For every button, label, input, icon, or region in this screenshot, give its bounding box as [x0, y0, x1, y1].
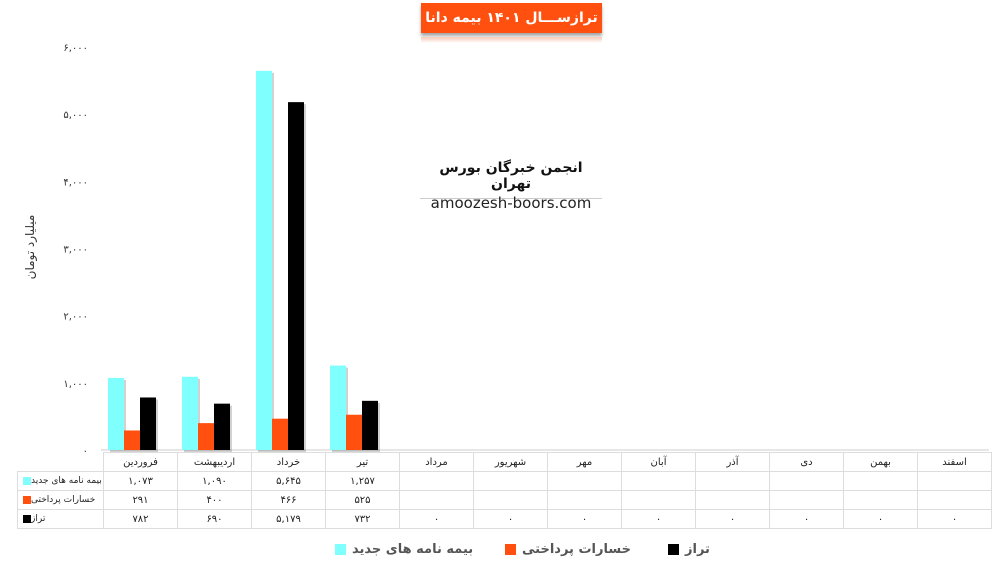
data-cell: ۰ — [769, 509, 844, 529]
legend-label: خسارات پرداختی — [522, 542, 631, 557]
legend-item: بیمه نامه های جدید — [335, 542, 473, 557]
series-name: تراز — [31, 514, 46, 524]
y-axis-label: میلیارد تومان — [23, 214, 37, 280]
bar — [124, 430, 140, 450]
category-label: خرداد — [251, 452, 326, 472]
legend-item: خسارات پرداختی — [505, 542, 631, 557]
title-reflection — [421, 37, 602, 43]
data-cell: ۰ — [695, 509, 770, 529]
data-cell — [695, 471, 770, 491]
data-cell: ۱,۰۷۳ — [103, 471, 178, 491]
bar — [140, 397, 156, 450]
category-label: تیر — [325, 452, 400, 472]
category-label: بهمن — [843, 452, 918, 472]
data-cell: ۷۳۲ — [325, 509, 400, 529]
y-tick-label: ۲,۰۰۰ — [63, 312, 88, 323]
chart-title: ترازســـال ۱۴۰۱ بیمه دانا — [421, 3, 602, 33]
legend-swatch — [668, 544, 679, 555]
bar — [272, 418, 288, 450]
category-label: اسفند — [917, 452, 992, 472]
data-cell: ۰ — [473, 509, 548, 529]
data-cell — [473, 490, 548, 510]
data-cell: ۰ — [547, 509, 622, 529]
series-swatch — [23, 495, 31, 504]
series-name: بیمه نامه های جدید — [31, 476, 102, 486]
data-cell — [399, 471, 474, 491]
category-label: مهر — [547, 452, 622, 472]
data-cell — [399, 490, 474, 510]
legend-label: تراز — [685, 542, 710, 557]
y-tick-label: ۶,۰۰۰ — [63, 43, 88, 54]
data-cell — [917, 471, 992, 491]
category-label: آذر — [695, 452, 770, 472]
category-label: آبان — [621, 452, 696, 472]
y-tick-label: ۳,۰۰۰ — [63, 245, 88, 256]
data-cell: ۰ — [399, 509, 474, 529]
data-cell: ۰ — [621, 509, 696, 529]
table-corner — [18, 453, 104, 472]
series-label: تراز — [17, 509, 104, 529]
bar — [256, 70, 272, 450]
series-label: بیمه نامه های جدید — [17, 471, 104, 491]
data-cell — [547, 471, 622, 491]
data-cell — [917, 490, 992, 510]
category-label: مرداد — [399, 452, 474, 472]
data-cell: ۵,۱۷۹ — [251, 509, 326, 529]
y-tick-label: ۴,۰۰۰ — [63, 177, 88, 188]
legend: بیمه نامه های جدید خسارات پرداختی تراز — [0, 542, 1001, 562]
bar — [362, 400, 378, 450]
bar — [214, 403, 230, 450]
data-cell — [695, 490, 770, 510]
bar — [330, 365, 346, 450]
data-cell: ۰ — [843, 509, 918, 529]
data-cell — [769, 490, 844, 510]
data-cell — [621, 490, 696, 510]
data-cell: ۶۹۰ — [177, 509, 252, 529]
data-cell — [547, 490, 622, 510]
data-cell — [769, 471, 844, 491]
watermark-url: amoozesh-boors.com — [430, 194, 592, 212]
category-label: اردیبهشت — [177, 452, 252, 472]
data-cell — [843, 490, 918, 510]
table-row: بیمه نامه های جدید ۱,۰۷۳ ۱,۰۹۰ ۵,۶۴۵ ۱,۲۵۷ — [17, 471, 992, 491]
y-tick-label: ۵,۰۰۰ — [63, 110, 88, 121]
data-cell: ۷۸۲ — [103, 509, 178, 529]
data-cell: ۱,۰۹۰ — [177, 471, 252, 491]
series-swatch — [23, 514, 31, 523]
data-cell: ۱,۲۵۷ — [325, 471, 400, 491]
data-cell — [621, 471, 696, 491]
category-label: شهریور — [473, 452, 548, 472]
data-cell: ۲۹۱ — [103, 490, 178, 510]
data-cell: ۵۲۵ — [325, 490, 400, 510]
data-cell: ۰ — [917, 509, 992, 529]
data-cell: ۵,۶۴۵ — [251, 471, 326, 491]
bar — [346, 414, 362, 450]
legend-swatch — [505, 544, 516, 555]
y-tick-label: ۰ — [83, 446, 88, 457]
data-cell: ۴۰۰ — [177, 490, 252, 510]
bar — [182, 376, 198, 450]
data-cell: ۴۶۶ — [251, 490, 326, 510]
watermark-title: انجمن خبرگان بورس تهران — [420, 160, 602, 199]
bar — [198, 423, 214, 450]
series-name: خسارات پرداختی — [31, 495, 96, 505]
data-cell — [843, 471, 918, 491]
data-table: فروردین اردیبهشت خرداد تیر مرداد شهریور مهر آبا… — [17, 452, 992, 529]
category-label: فروردین — [103, 452, 178, 472]
category-label: دی — [769, 452, 844, 472]
table-row: خسارات پرداختی ۲۹۱ ۴۰۰ ۴۶۶ ۵۲۵ — [17, 490, 992, 510]
table-row: تراز ۷۸۲ ۶۹۰ ۵,۱۷۹ ۷۳۲ ۰ ۰ ۰ ۰ ۰ ۰ ۰ ۰ — [17, 509, 992, 529]
y-tick-label: ۱,۰۰۰ — [63, 379, 88, 390]
legend-swatch — [335, 544, 346, 555]
series-label: خسارات پرداختی — [17, 490, 104, 510]
bar — [108, 377, 124, 450]
data-cell — [473, 471, 548, 491]
legend-label: بیمه نامه های جدید — [352, 542, 474, 557]
series-swatch — [23, 476, 31, 485]
bar — [288, 102, 304, 451]
legend-item: تراز — [668, 542, 710, 557]
